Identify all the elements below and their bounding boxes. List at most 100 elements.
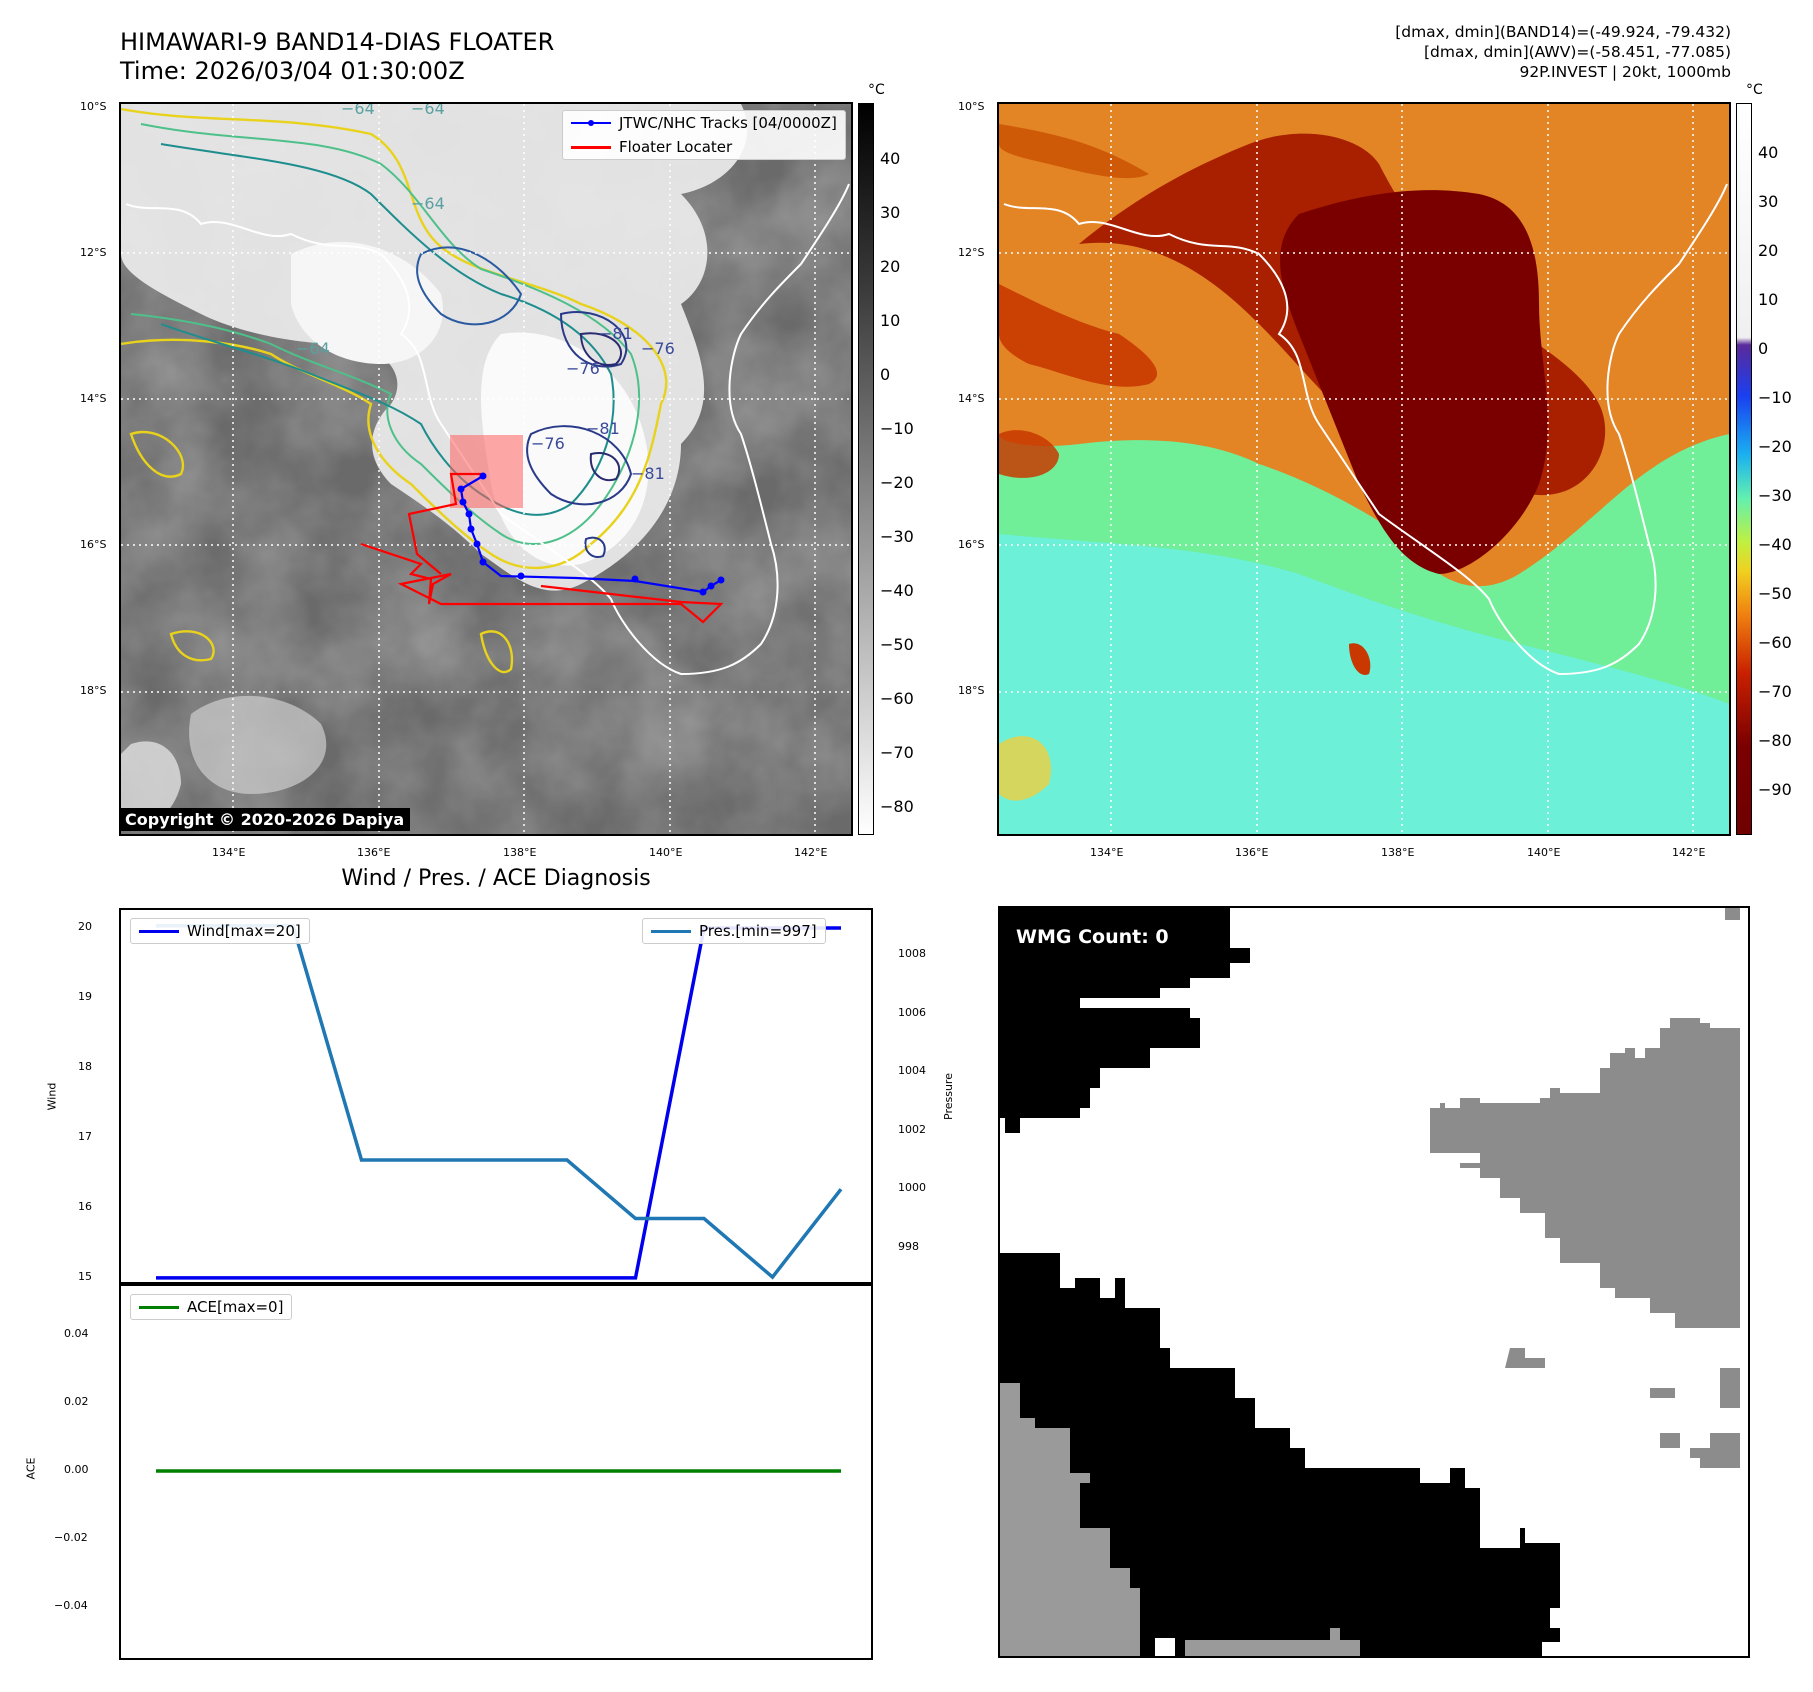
- legend-floater-label: Floater Locater: [619, 138, 733, 156]
- wmg-panel: [998, 906, 1750, 1658]
- wind-y-tick: 20: [78, 919, 92, 933]
- pressure-y-tick: 1000: [898, 1181, 926, 1195]
- title-line-1: HIMAWARI-9 BAND14-DIAS FLOATER: [120, 28, 555, 56]
- colorbar-tick: −60: [880, 689, 914, 708]
- band14-colorbar: [858, 103, 874, 835]
- lat-tick: 12°S: [80, 246, 107, 259]
- colorbar-unit: °C: [1746, 82, 1763, 98]
- pressure-legend: Pres.[min=997]: [642, 918, 826, 944]
- colorbar-tick: 30: [1758, 192, 1779, 211]
- awv-map-panel: [997, 102, 1731, 836]
- colorbar-tick: −40: [880, 581, 914, 600]
- colorbar-tick: 10: [880, 311, 901, 330]
- band14-map: −64 −64 −64 −64 −76 −81 −76 −81 −81 −76: [121, 104, 851, 834]
- copyright-label: Copyright © 2020-2026 Dapiya: [119, 808, 411, 831]
- pressure-axis-label: Pressure: [941, 1073, 955, 1120]
- lon-tick: 140°E: [649, 846, 683, 859]
- ace-y-tick: 0.00: [64, 1463, 89, 1476]
- colorbar-tick: 0: [880, 365, 891, 384]
- lon-tick: 134°E: [1090, 846, 1124, 859]
- contour-label: −64: [411, 194, 445, 213]
- lat-tick: 12°S: [958, 246, 985, 259]
- wind-y-tick: 18: [78, 1059, 92, 1073]
- pressure-y-tick: 1008: [898, 946, 926, 960]
- stats-band14: [dmax, dmin](BAND14)=(-49.924, -79.432): [1395, 23, 1731, 41]
- figure-stats: [dmax, dmin](BAND14)=(-49.924, -79.432) …: [1395, 22, 1731, 82]
- lon-tick: 140°E: [1527, 846, 1561, 859]
- pressure-y-tick: 1004: [898, 1064, 926, 1078]
- contour-label: −64: [296, 339, 330, 358]
- wmg-count-label: WMG Count: 0: [1016, 926, 1169, 948]
- colorbar-tick: −10: [880, 419, 914, 438]
- wmg-mask: [1000, 908, 1740, 1656]
- contour-label: −76: [531, 434, 565, 453]
- colorbar-tick: −80: [1758, 731, 1792, 750]
- ace-legend: ACE[max=0]: [130, 1294, 293, 1320]
- colorbar-tick: −90: [1758, 780, 1792, 799]
- ace-y-tick: −0.02: [54, 1531, 88, 1544]
- legend-row-track: JTWC/NHC Tracks [04/0000Z]: [563, 111, 845, 135]
- lat-tick: 16°S: [958, 538, 985, 551]
- lon-tick: 138°E: [503, 846, 537, 859]
- lat-tick: 10°S: [80, 100, 107, 113]
- lon-tick: 142°E: [1672, 846, 1706, 859]
- wind-pressure-chart: [156, 923, 843, 1280]
- awv-map: [999, 104, 1729, 834]
- wind-y-tick: 17: [78, 1129, 92, 1143]
- colorbar-tick: 10: [1758, 290, 1779, 309]
- colorbar-tick: 40: [880, 149, 901, 168]
- colorbar-tick: −20: [880, 473, 914, 492]
- colorbar-tick: −40: [1758, 535, 1792, 554]
- storm-info: 92P.INVEST | 20kt, 1000mb: [1519, 63, 1731, 81]
- pressure-y-tick: 998: [898, 1239, 919, 1253]
- legend-row-ace: ACE[max=0]: [131, 1295, 291, 1319]
- colorbar-tick: −70: [880, 743, 914, 762]
- legend-wind-label: Wind[max=20]: [187, 922, 301, 940]
- wind-pressure-panel: [119, 908, 873, 1286]
- lat-tick: 18°S: [80, 684, 107, 697]
- lon-tick: 142°E: [794, 846, 828, 859]
- lon-tick: 136°E: [357, 846, 391, 859]
- legend-pressure-label: Pres.[min=997]: [699, 922, 817, 940]
- legend-row-floater: Floater Locater: [563, 135, 845, 159]
- stats-awv: [dmax, dmin](AWV)=(-58.451, -77.085): [1424, 43, 1731, 61]
- colorbar-tick: −50: [1758, 584, 1792, 603]
- colorbar-tick: 30: [880, 203, 901, 222]
- contour-label: −76: [641, 339, 675, 358]
- colorbar-tick: 40: [1758, 143, 1779, 162]
- colorbar-tick: 0: [1758, 339, 1769, 358]
- awv-colorbar: [1736, 103, 1752, 835]
- diagnosis-title: Wind / Pres. / ACE Diagnosis: [341, 866, 651, 891]
- legend-track-label: JTWC/NHC Tracks [04/0000Z]: [619, 114, 837, 132]
- wind-series-line: [156, 926, 841, 1280]
- ace-y-tick: −0.04: [54, 1599, 88, 1612]
- wind-y-tick: 16: [78, 1199, 92, 1213]
- colorbar-tick: 20: [880, 257, 901, 276]
- contour-label: −64: [341, 104, 375, 118]
- colorbar-tick: −50: [880, 635, 914, 654]
- ace-y-tick: 0.02: [64, 1395, 89, 1408]
- lat-tick: 18°S: [958, 684, 985, 697]
- ace-y-tick: 0.04: [64, 1327, 89, 1340]
- lat-tick: 14°S: [80, 392, 107, 405]
- lat-tick: 14°S: [958, 392, 985, 405]
- colorbar-unit: °C: [868, 82, 885, 98]
- colorbar-tick: −20: [1758, 437, 1792, 456]
- colorbar-tick: −30: [880, 527, 914, 546]
- legend-row-wind: Wind[max=20]: [131, 919, 309, 943]
- band14-map-panel: −64 −64 −64 −64 −76 −81 −76 −81 −81 −76: [119, 102, 853, 836]
- wind-y-tick: 19: [78, 989, 92, 1003]
- wind-y-tick: 15: [78, 1269, 92, 1283]
- lon-tick: 134°E: [212, 846, 246, 859]
- contour-label: −81: [586, 419, 620, 438]
- ace-axis-label: ACE: [24, 1457, 38, 1480]
- colorbar-tick: −80: [880, 797, 914, 816]
- legend-ace-label: ACE[max=0]: [187, 1298, 284, 1316]
- title-line-2: Time: 2026/03/04 01:30:00Z: [120, 57, 465, 85]
- colorbar-tick: −10: [1758, 388, 1792, 407]
- colorbar-tick: −30: [1758, 486, 1792, 505]
- figure-title: HIMAWARI-9 BAND14-DIAS FLOATER Time: 202…: [120, 28, 554, 86]
- ace-panel: [119, 1282, 873, 1660]
- contour-label: −81: [631, 464, 665, 483]
- contour-label: −76: [566, 359, 600, 378]
